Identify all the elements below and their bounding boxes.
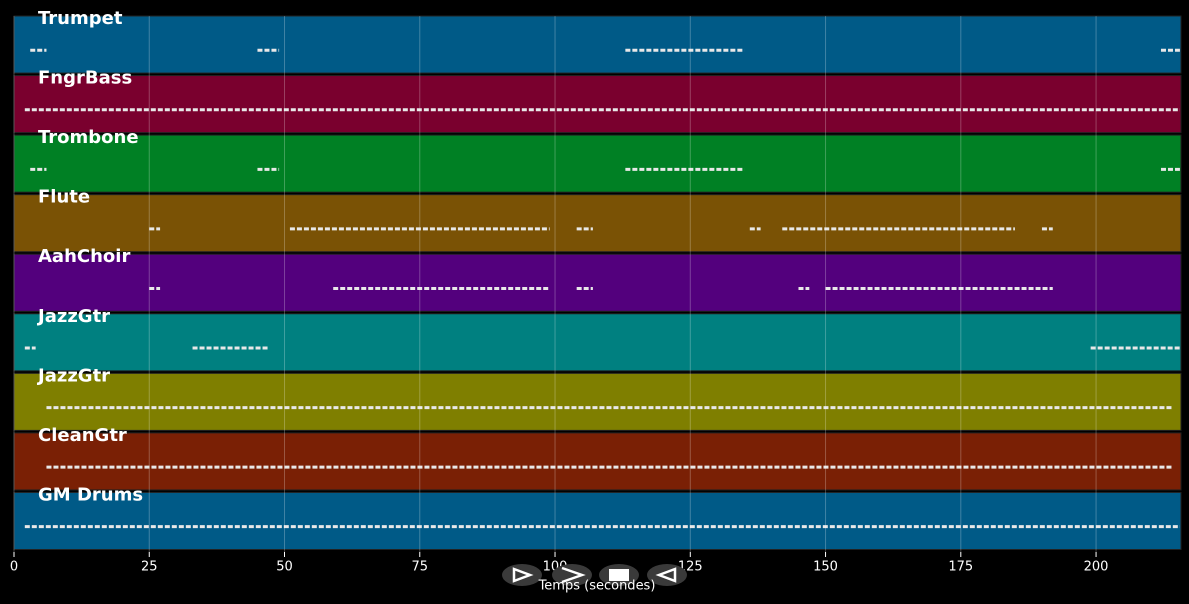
track-label: Trombone (38, 127, 139, 148)
x-tick-label: 50 (276, 560, 293, 575)
rewind-button-bg[interactable] (647, 564, 687, 586)
x-tick-label: 150 (813, 560, 838, 575)
track-label: AahChoir (38, 246, 130, 267)
track-lane (13, 194, 1182, 253)
x-tick-label: 200 (1084, 560, 1109, 575)
track-label: Trumpet (38, 8, 123, 29)
rewind-icon[interactable] (655, 567, 677, 583)
track-label: GM Drums (38, 484, 143, 505)
x-tick-label: 25 (141, 560, 158, 575)
track-lane (13, 432, 1182, 491)
stop-button[interactable] (599, 564, 639, 586)
x-tick-label: 175 (948, 560, 973, 575)
track-lane (13, 313, 1182, 372)
play-button-bg[interactable] (502, 564, 542, 586)
forward-icon[interactable] (561, 566, 586, 584)
track-lane (13, 253, 1182, 312)
forward-button[interactable] (552, 564, 592, 586)
track-label: Flute (38, 187, 90, 208)
tracks: Trumpet FngrBass Trombone Flute AahChoir Jazz… (13, 8, 1182, 552)
track-lane (13, 75, 1182, 134)
track-lane (13, 491, 1182, 551)
x-tick-label: 0 (10, 560, 18, 575)
forward-button-bg[interactable] (552, 564, 592, 586)
track-label: JazzGtr (36, 306, 110, 327)
rewind-button[interactable] (647, 564, 687, 586)
track-label: FngrBass (38, 68, 132, 89)
play-icon[interactable] (512, 567, 534, 583)
track-label: JazzGtr (36, 365, 110, 386)
x-axis-label: Temps (secondes) (538, 579, 656, 594)
track-lane (13, 372, 1182, 431)
x-tick-label: 75 (411, 560, 428, 575)
play-button[interactable] (502, 564, 542, 586)
stop-icon[interactable] (609, 569, 629, 581)
playback-controls (502, 564, 687, 586)
track-label: CleanGtr (38, 425, 127, 446)
track-lane (13, 15, 1182, 74)
track-lane (13, 134, 1182, 193)
